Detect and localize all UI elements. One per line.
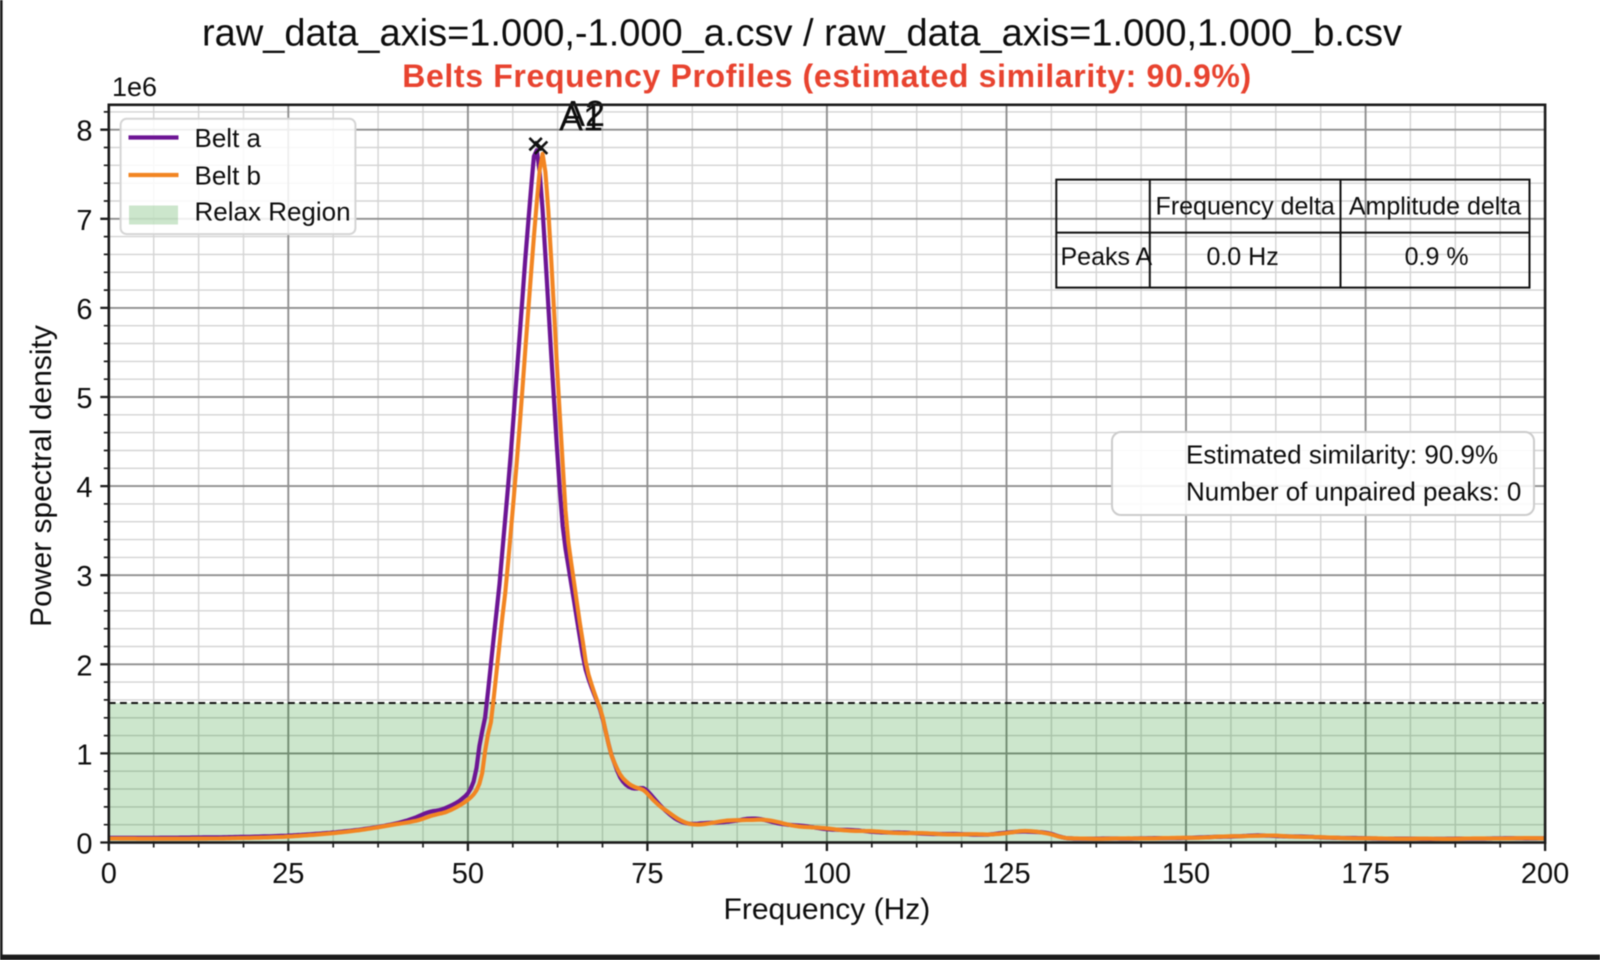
svg-text:Amplitude delta: Amplitude delta bbox=[1349, 193, 1521, 221]
svg-text:100: 100 bbox=[803, 858, 851, 890]
svg-text:0.0 Hz: 0.0 Hz bbox=[1206, 243, 1278, 271]
svg-text:A2: A2 bbox=[561, 93, 605, 134]
svg-text:6: 6 bbox=[76, 294, 92, 326]
svg-text:150: 150 bbox=[1162, 858, 1210, 890]
svg-text:0.9 %: 0.9 % bbox=[1405, 243, 1469, 271]
svg-text:5: 5 bbox=[76, 383, 92, 415]
svg-text:4: 4 bbox=[76, 472, 92, 504]
svg-text:Number of unpaired peaks: 0: Number of unpaired peaks: 0 bbox=[1186, 477, 1521, 507]
svg-text:Relax Region: Relax Region bbox=[195, 196, 351, 226]
svg-text:8: 8 bbox=[76, 116, 92, 148]
svg-text:Frequency (Hz): Frequency (Hz) bbox=[724, 893, 931, 926]
svg-text:0: 0 bbox=[76, 829, 92, 861]
svg-text:1: 1 bbox=[76, 739, 92, 771]
svg-text:75: 75 bbox=[631, 858, 663, 890]
svg-text:Frequency delta: Frequency delta bbox=[1156, 193, 1335, 221]
svg-text:Estimated similarity: 90.9%: Estimated similarity: 90.9% bbox=[1186, 440, 1498, 470]
svg-text:50: 50 bbox=[452, 858, 484, 890]
svg-text:2: 2 bbox=[76, 650, 92, 682]
svg-text:7: 7 bbox=[76, 205, 92, 237]
svg-text:0: 0 bbox=[101, 858, 117, 890]
svg-text:125: 125 bbox=[982, 858, 1030, 890]
svg-text:Belt a: Belt a bbox=[195, 123, 262, 153]
svg-text:Power spectral density: Power spectral density bbox=[25, 325, 58, 627]
svg-text:Belt b: Belt b bbox=[195, 160, 262, 190]
svg-text:3: 3 bbox=[76, 561, 92, 593]
svg-text:200: 200 bbox=[1521, 858, 1569, 890]
svg-text:raw_data_axis=1.000,-1.000_a.c: raw_data_axis=1.000,-1.000_a.csv / raw_d… bbox=[202, 13, 1402, 55]
svg-text:1e6: 1e6 bbox=[112, 72, 157, 102]
svg-text:25: 25 bbox=[272, 858, 304, 890]
svg-text:Belts Frequency Profiles (esti: Belts Frequency Profiles (estimated simi… bbox=[402, 58, 1252, 94]
svg-text:Peaks A: Peaks A bbox=[1061, 243, 1153, 271]
svg-text:175: 175 bbox=[1341, 858, 1389, 890]
